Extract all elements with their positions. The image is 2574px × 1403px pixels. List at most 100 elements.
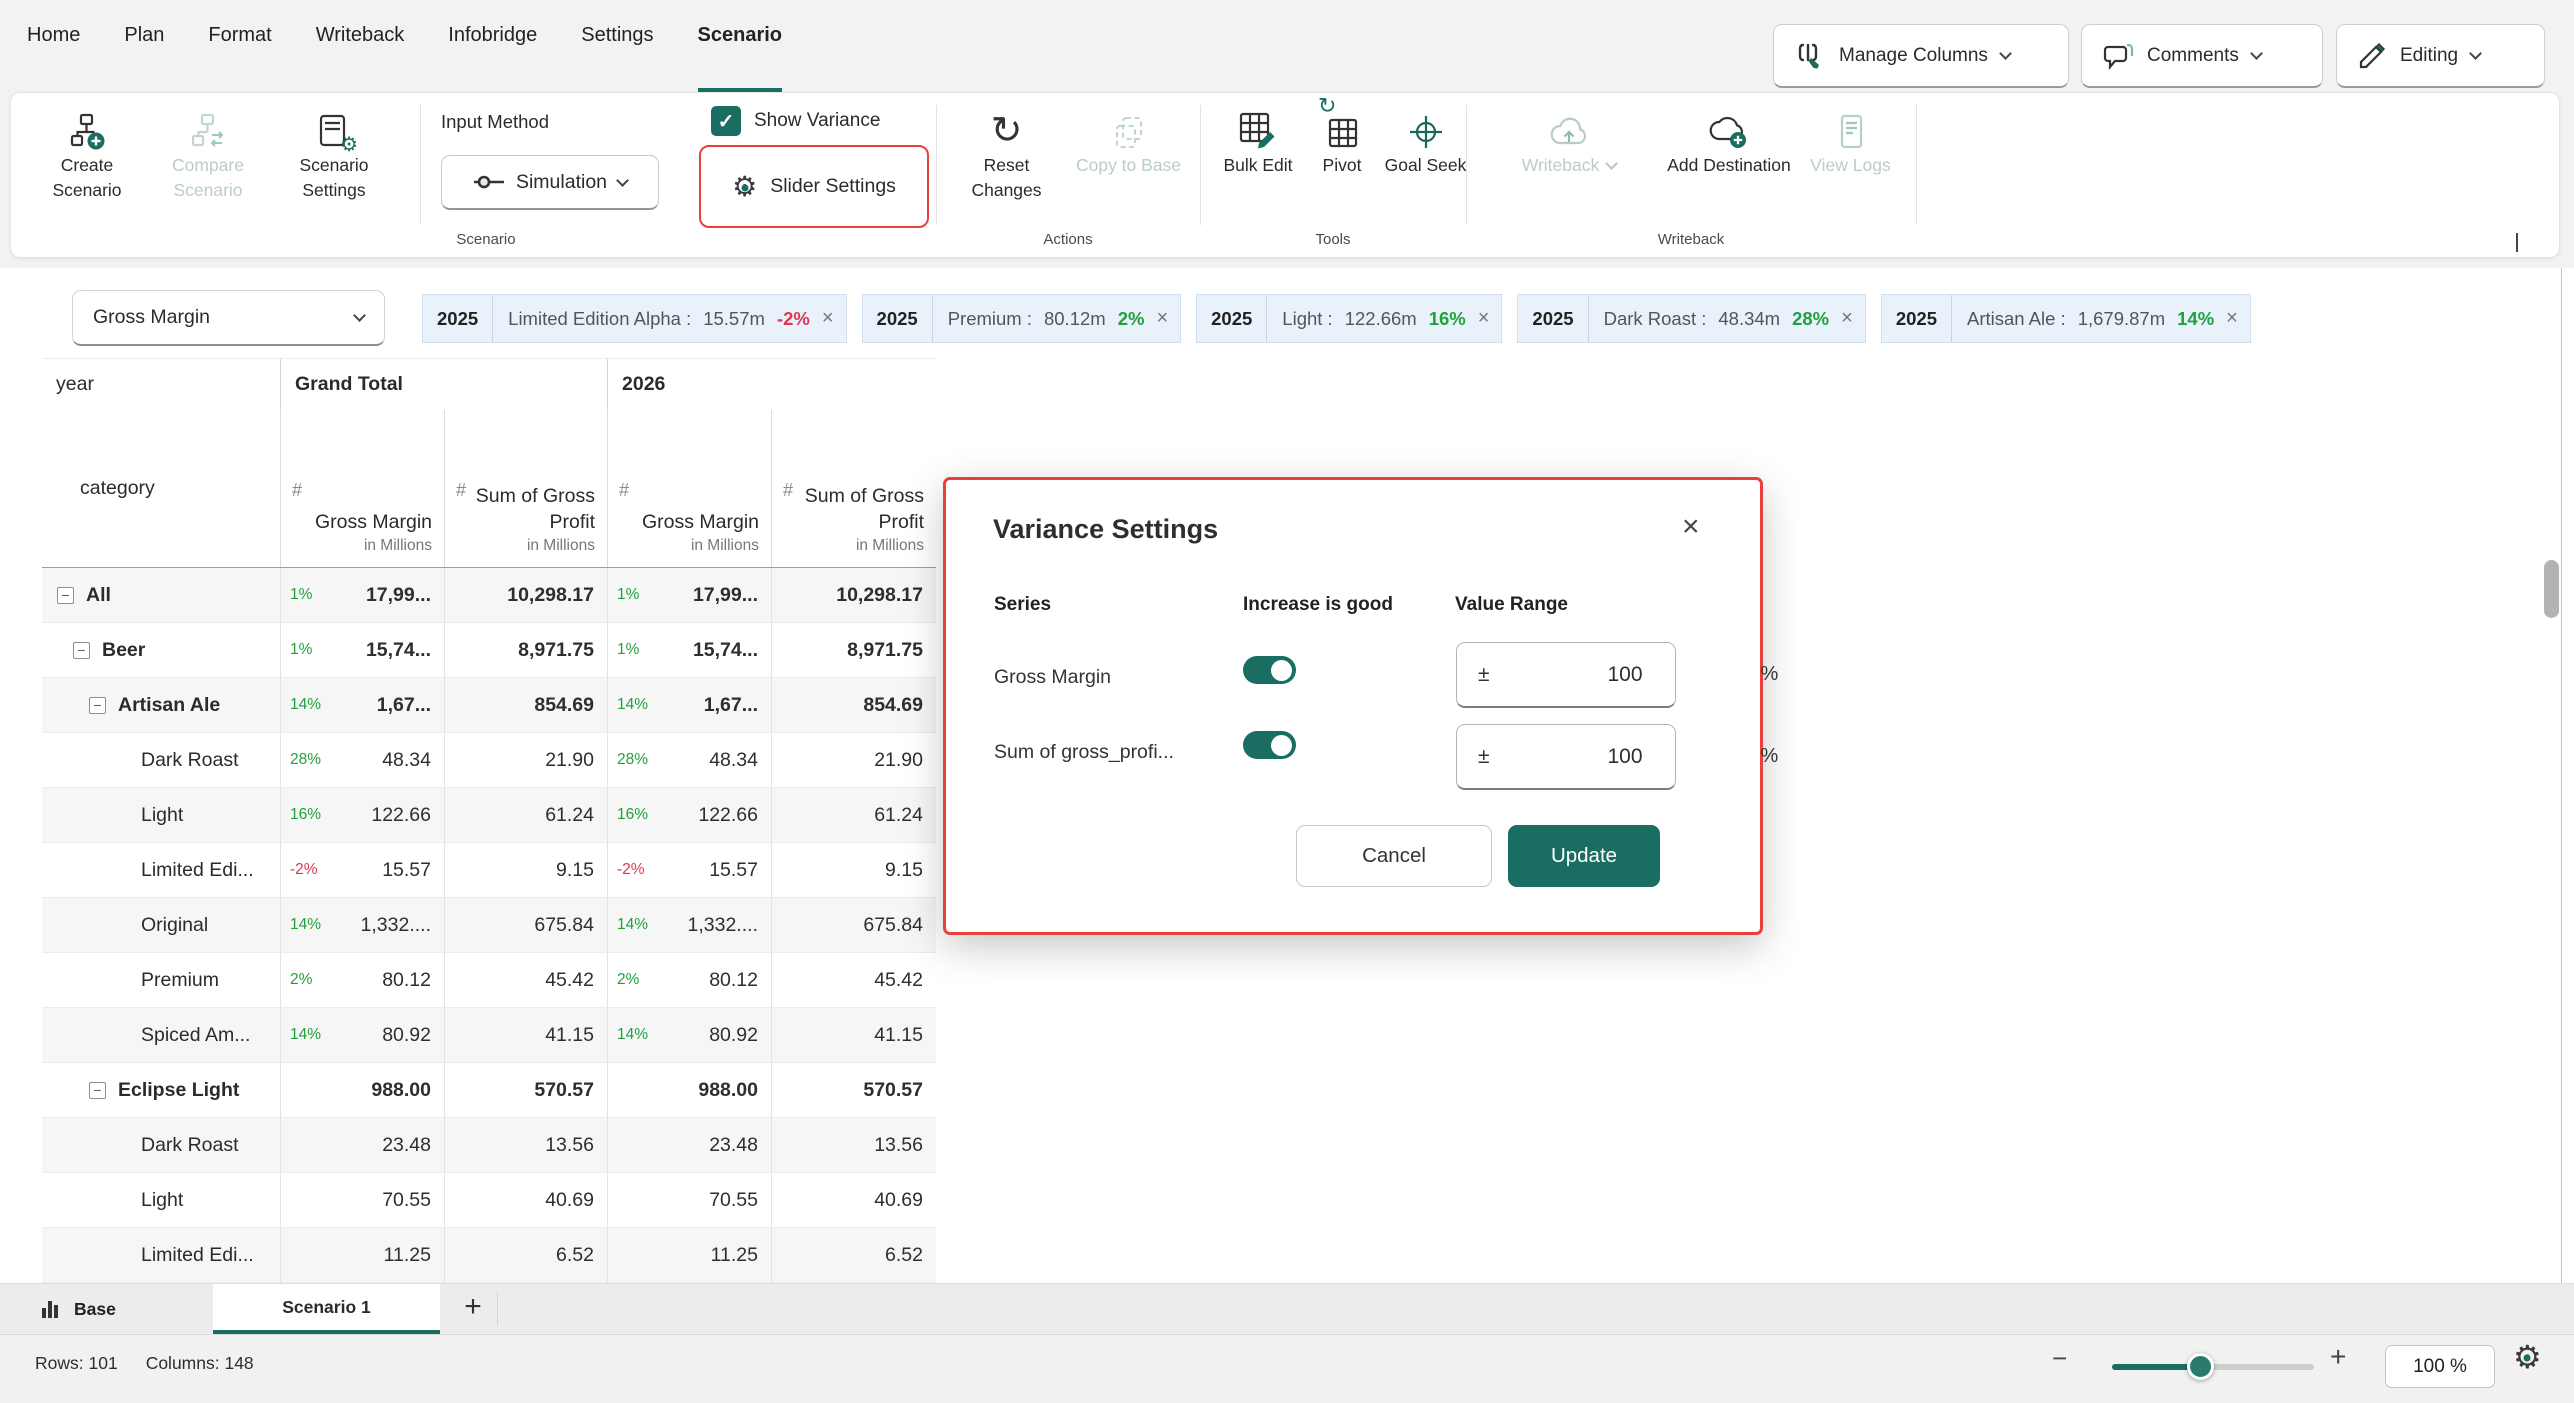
cell-gross-margin[interactable]: 14% 1,332.... [280,898,444,952]
cell-gross-margin[interactable]: 1% 17,99... [607,568,771,622]
cell-gross-margin[interactable]: 28% 48.34 [607,733,771,787]
collapse-icon[interactable]: − [57,586,74,604]
value-range-input[interactable] [1489,662,1761,687]
cell-gross-profit[interactable]: 9.15 [444,843,607,897]
cell-gross-profit[interactable]: 8,971.75 [444,623,607,677]
show-variance-checkbox[interactable]: ✓ Show Variance [711,106,880,136]
cell-gross-margin[interactable]: 1% 17,99... [280,568,444,622]
cell-gross-profit[interactable]: 675.84 [771,898,936,952]
scenario-settings-button[interactable]: ⚙ Scenario Settings [275,101,393,227]
cell-gross-margin[interactable]: 23.48 [607,1118,771,1172]
manage-columns-button[interactable]: Manage Columns [1773,24,2069,88]
cell-gross-profit[interactable]: 61.24 [444,788,607,842]
menu-item-plan[interactable]: Plan [124,24,165,46]
cell-gross-profit[interactable]: 21.90 [444,733,607,787]
comments-button[interactable]: Comments [2081,24,2323,88]
cell-gross-margin[interactable]: 28% 48.34 [280,733,444,787]
cell-gross-margin[interactable]: 14% 80.92 [607,1008,771,1062]
close-icon[interactable]: × [1682,510,1700,543]
cell-gross-margin[interactable]: 14% 1,332.... [607,898,771,952]
menu-item-infobridge[interactable]: Infobridge [448,24,538,46]
menu-item-scenario[interactable]: Scenario [697,24,782,92]
cell-gross-profit[interactable]: 13.56 [771,1118,936,1172]
input-method-dropdown[interactable]: Simulation [441,155,659,210]
hash-icon: # [783,480,794,500]
cell-gross-margin[interactable]: 14% 1,67... [280,678,444,732]
settings-gear-icon[interactable]: ⚙ [2513,1341,2542,1373]
collapse-icon[interactable]: − [89,696,106,714]
cell-gross-margin[interactable]: 70.55 [280,1173,444,1227]
cell-gross-profit[interactable]: 10,298.17 [444,568,607,622]
reset-changes-button[interactable]: ↻ Reset Changes [949,101,1064,227]
cell-gross-profit[interactable]: 9.15 [771,843,936,897]
cancel-button[interactable]: Cancel [1296,825,1492,887]
cell-gross-profit[interactable]: 10,298.17 [771,568,936,622]
value-range-input[interactable] [1489,744,1761,769]
collapse-icon[interactable]: − [73,641,90,659]
collapse-icon[interactable]: − [89,1081,106,1099]
cell-gross-margin[interactable]: 1% 15,74... [280,623,444,677]
cell-gross-margin[interactable]: 70.55 [607,1173,771,1227]
cell-gross-profit[interactable]: 45.42 [771,953,936,1007]
cell-gross-margin[interactable]: 1% 15,74... [607,623,771,677]
chip-close-icon[interactable]: × [1477,307,1490,329]
add-destination-button[interactable]: Add Destination [1659,101,1799,227]
cell-gross-margin[interactable]: 2% 80.12 [607,953,771,1007]
zoom-level[interactable]: 100 % [2385,1345,2495,1388]
cell-gross-profit[interactable]: 41.15 [444,1008,607,1062]
cell-gross-margin[interactable]: 988.00 [280,1063,444,1117]
vertical-scrollbar[interactable] [2544,560,2559,618]
cell-gross-margin[interactable]: -2% 15.57 [607,843,771,897]
cell-gross-margin[interactable]: 11.25 [607,1228,771,1282]
cell-gross-profit[interactable]: 8,971.75 [771,623,936,677]
cell-gross-profit[interactable]: 675.84 [444,898,607,952]
cell-gross-margin[interactable]: 988.00 [607,1063,771,1117]
tab-scenario-1[interactable]: Scenario 1 [213,1284,440,1334]
chip-close-icon[interactable]: × [2226,307,2238,329]
cell-gross-profit[interactable]: 45.42 [444,953,607,1007]
cell-gross-profit[interactable]: 6.52 [771,1228,936,1282]
zoom-out-button[interactable]: − [2052,1343,2068,1373]
cell-gross-margin[interactable]: 14% 80.92 [280,1008,444,1062]
cell-gross-margin[interactable]: 16% 122.66 [607,788,771,842]
cell-gross-profit[interactable]: 41.15 [771,1008,936,1062]
slider-settings-button[interactable]: ⚙ Slider Settings [699,145,929,228]
menu-item-writeback[interactable]: Writeback [315,24,405,46]
menu-item-settings[interactable]: Settings [581,24,654,46]
menu-item-format[interactable]: Format [208,24,272,46]
ribbon-collapse-chevron-icon[interactable] [2516,233,2518,252]
chip-close-icon[interactable]: × [821,307,834,329]
pivot-button[interactable]: ↻ Pivot [1303,93,1381,227]
cell-gross-margin[interactable]: 14% 1,67... [607,678,771,732]
create-scenario-button[interactable]: Create Scenario [31,101,143,227]
increase-is-good-toggle[interactable] [1243,731,1296,759]
cell-gross-profit[interactable]: 40.69 [771,1173,936,1227]
cell-gross-profit[interactable]: 13.56 [444,1118,607,1172]
cell-gross-profit[interactable]: 61.24 [771,788,936,842]
update-button[interactable]: Update [1508,825,1660,887]
chip-close-icon[interactable]: × [1841,307,1853,329]
zoom-slider-thumb[interactable] [2187,1353,2214,1380]
cell-gross-profit[interactable]: 21.90 [771,733,936,787]
zoom-in-button[interactable]: + [2330,1341,2347,1372]
editing-mode-button[interactable]: Editing [2336,24,2545,88]
cell-gross-profit[interactable]: 854.69 [444,678,607,732]
measure-selector-dropdown[interactable]: Gross Margin [72,290,385,346]
menu-item-home[interactable]: Home [27,24,81,46]
cell-gross-profit[interactable]: 854.69 [771,678,936,732]
cell-gross-margin[interactable]: 23.48 [280,1118,444,1172]
add-tab-button[interactable]: + [464,1290,482,1323]
cell-gross-margin[interactable]: 16% 122.66 [280,788,444,842]
chip-close-icon[interactable]: × [1156,307,1169,329]
goal-seek-button[interactable]: Goal Seek [1383,101,1468,227]
increase-is-good-toggle[interactable] [1243,656,1296,684]
tab-base[interactable]: Base [18,1284,138,1334]
cell-gross-margin[interactable]: 11.25 [280,1228,444,1282]
cell-gross-profit[interactable]: 570.57 [444,1063,607,1117]
cell-gross-margin[interactable]: -2% 15.57 [280,843,444,897]
cell-gross-profit[interactable]: 40.69 [444,1173,607,1227]
cell-gross-margin[interactable]: 2% 80.12 [280,953,444,1007]
bulk-edit-button[interactable]: Bulk Edit [1213,101,1303,227]
cell-gross-profit[interactable]: 570.57 [771,1063,936,1117]
cell-gross-profit[interactable]: 6.52 [444,1228,607,1282]
